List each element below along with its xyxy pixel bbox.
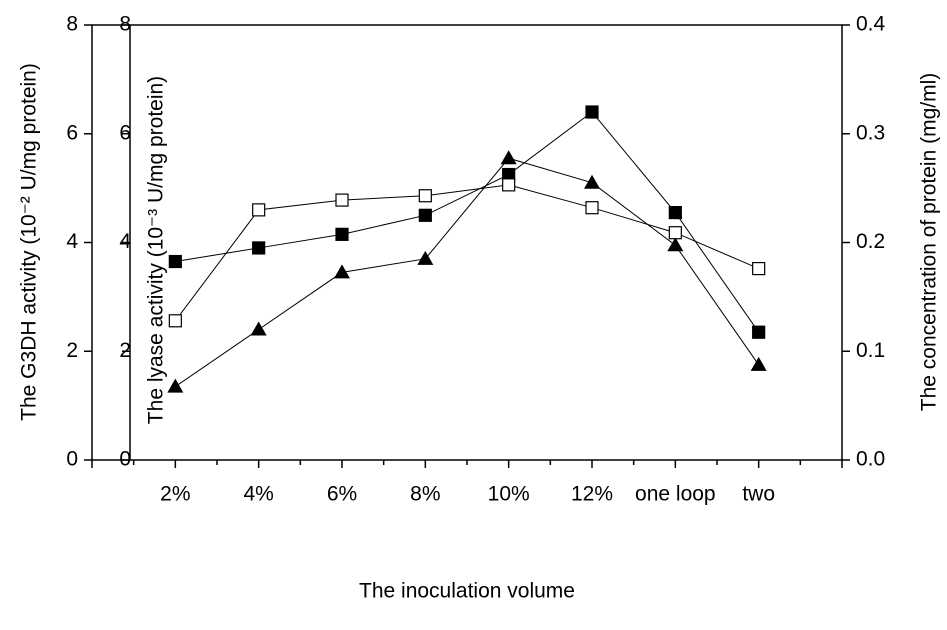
marker	[750, 356, 767, 371]
marker	[417, 250, 434, 265]
x-tick-label: 10%	[488, 483, 530, 506]
y-tick-label: 2	[119, 339, 131, 362]
y-tick-label: 8	[119, 13, 131, 36]
y-tick-label: 4	[119, 230, 131, 253]
marker	[335, 227, 349, 241]
marker	[585, 201, 599, 215]
marker	[585, 105, 599, 119]
y-tick-label: 0.3	[856, 121, 885, 144]
x-tick-label: 4%	[243, 483, 273, 506]
marker	[418, 208, 432, 222]
marker	[500, 150, 517, 165]
x-tick-label: 8%	[410, 483, 440, 506]
x-tick-label: two	[742, 483, 775, 506]
series-line	[175, 111, 760, 333]
x-axis-title: The inoculation volume	[359, 580, 575, 603]
marker	[668, 226, 682, 240]
marker	[335, 193, 349, 207]
y-tick-label: 2	[66, 339, 78, 362]
marker	[168, 314, 182, 328]
y-tick-label: 0.0	[856, 448, 885, 471]
marker	[752, 262, 766, 276]
x-tick-label: 12%	[571, 483, 613, 506]
x-tick-label: one loop	[635, 483, 716, 506]
y2-axis-title: The lyase activity (10⁻³ U/mg protein)	[145, 76, 168, 424]
series-line	[174, 184, 759, 322]
marker	[168, 254, 182, 269]
x-tick-label: 6%	[327, 483, 357, 506]
y-tick-label: 0	[66, 448, 78, 471]
y-tick-label: 0.4	[856, 13, 886, 36]
marker	[252, 241, 266, 255]
y-tick-label: 0	[119, 448, 131, 471]
marker	[252, 203, 266, 217]
y-tick-label: 0.2	[856, 230, 885, 253]
y3-axis-title: The concentration of protein (mg/ml)	[918, 73, 941, 411]
y-axis-title: The G3DH activity (10⁻² U/mg protein)	[18, 63, 41, 421]
marker	[250, 321, 267, 336]
y-tick-label: 8	[66, 13, 78, 36]
y-tick-label: 4	[66, 230, 78, 253]
series-line	[175, 157, 760, 388]
x-tick-label: 2%	[160, 483, 190, 506]
marker	[667, 237, 684, 252]
marker	[418, 189, 432, 203]
plot-frame	[91, 24, 843, 461]
marker	[584, 174, 600, 189]
marker	[167, 378, 184, 393]
y-tick-label: 0.1	[856, 339, 885, 362]
y-tick-label: 6	[119, 121, 131, 144]
marker	[502, 178, 516, 192]
marker	[668, 205, 682, 220]
y-tick-label: 6	[66, 121, 78, 144]
marker	[334, 264, 350, 279]
marker	[752, 325, 766, 339]
